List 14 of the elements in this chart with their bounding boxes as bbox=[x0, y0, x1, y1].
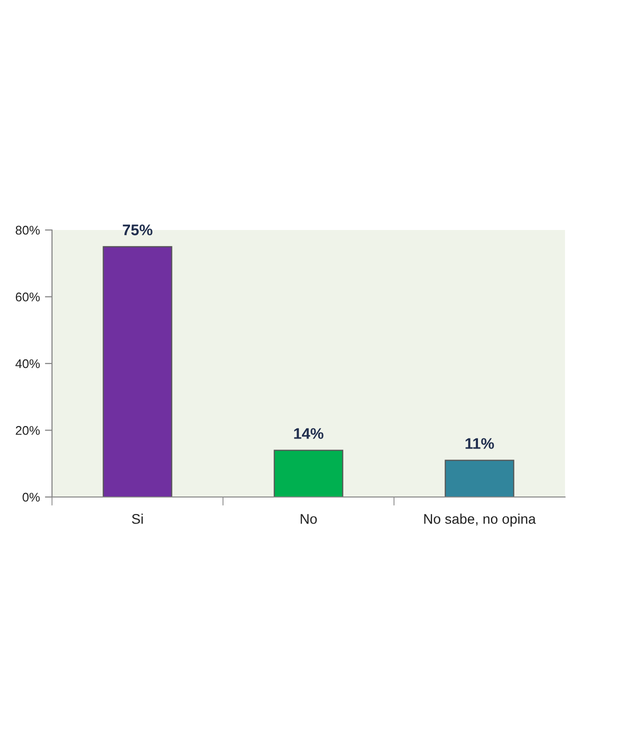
y-tick-label: 60% bbox=[16, 292, 40, 302]
data-label: 11% bbox=[466, 438, 494, 449]
y-tick-label: 20% bbox=[16, 426, 40, 435]
data-label: 14% bbox=[294, 428, 324, 439]
y-tick-label: 0% bbox=[22, 492, 40, 502]
bar bbox=[274, 450, 344, 497]
bar bbox=[444, 460, 514, 497]
bar bbox=[102, 246, 172, 497]
y-tick-label: 80% bbox=[16, 226, 40, 235]
x-tick-label: No bbox=[300, 514, 317, 524]
x-tick-label: No sabe, no opina bbox=[424, 514, 536, 527]
data-label: 75% bbox=[122, 224, 152, 236]
y-tick-label: 40% bbox=[15, 359, 40, 368]
x-tick-label: Si bbox=[132, 514, 143, 524]
